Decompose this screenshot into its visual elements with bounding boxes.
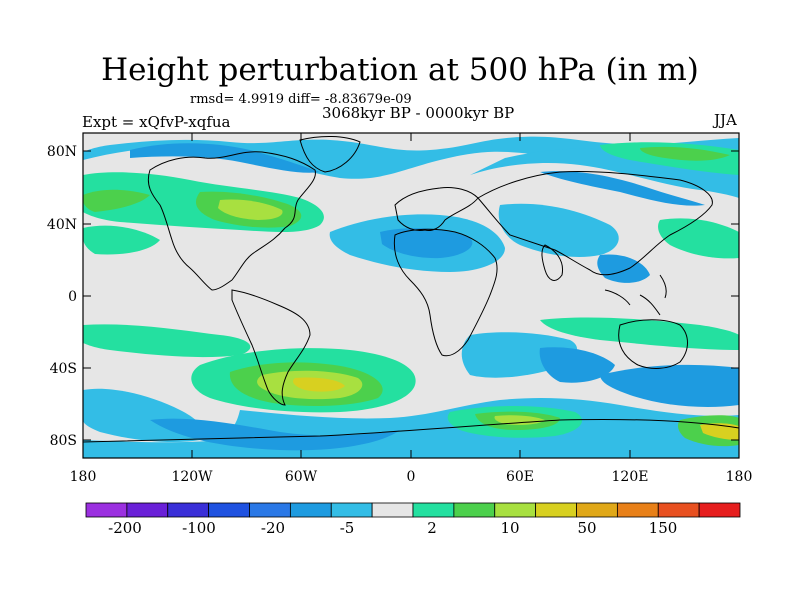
contour-patch-namerica-yellowgreen bbox=[218, 199, 283, 220]
plot-title: Height perturbation at 500 hPa (in m) bbox=[101, 52, 699, 88]
colorbar-swatch bbox=[126, 502, 169, 518]
contour-band-north-blue bbox=[83, 133, 739, 179]
colorbar-swatch bbox=[289, 502, 332, 518]
lon-label-120e: 120E bbox=[612, 469, 649, 485]
contour-patch-wpacific-blue bbox=[597, 254, 650, 283]
lat-label-eq: 0 bbox=[68, 289, 77, 305]
coast-south-america bbox=[231, 289, 311, 406]
contour-patch-pacific-green bbox=[83, 189, 150, 212]
contour-patch-siberia-green bbox=[640, 146, 730, 161]
lon-label-0: 0 bbox=[407, 469, 416, 485]
coast-asia bbox=[477, 171, 713, 276]
colorbar-swatch bbox=[371, 502, 414, 518]
lat-label-80n: 80N bbox=[47, 144, 77, 160]
contour-patch-southern-blue bbox=[150, 418, 400, 451]
contour-patch-antarctic-yellowgreen bbox=[494, 415, 545, 425]
coast-europe bbox=[394, 187, 479, 231]
colorbar-swatch bbox=[208, 502, 250, 518]
contour-patch-satlantic-yellow bbox=[293, 377, 345, 392]
colorbar-swatch bbox=[412, 502, 455, 518]
coastlines bbox=[83, 136, 739, 443]
colorbar-swatch bbox=[616, 502, 659, 518]
lat-label-40s: 40S bbox=[50, 361, 77, 377]
contour-patch-indian-blue bbox=[539, 347, 615, 383]
colorbar-swatch bbox=[167, 502, 210, 518]
colorbar-swatch bbox=[576, 502, 618, 518]
colorbar-labels: -200 -100 -20 -5 2 10 50 150 bbox=[108, 519, 677, 537]
colorbar-label: 2 bbox=[427, 519, 437, 537]
colorbar-swatch bbox=[249, 502, 291, 518]
contour-patch-spacific-blue bbox=[600, 364, 739, 407]
period-label: 3068kyr BP - 0000kyr BP bbox=[322, 104, 515, 122]
lon-label-60e: 60E bbox=[506, 469, 534, 485]
contour-band-indian-teal bbox=[540, 317, 739, 350]
colorbar-swatch bbox=[535, 502, 577, 518]
stats-line: rmsd= 4.9919 diff= -8.83679e-09 bbox=[190, 92, 412, 107]
lat-ticks bbox=[83, 150, 739, 441]
colorbar-swatch bbox=[85, 502, 128, 518]
colorbar-label: 10 bbox=[500, 519, 519, 537]
coast-antarctica bbox=[83, 418, 739, 443]
colorbar-label: -200 bbox=[108, 519, 142, 537]
coast-greenland bbox=[299, 136, 361, 173]
lon-label-60w: 60W bbox=[285, 469, 318, 485]
colorbar-swatch bbox=[698, 502, 741, 518]
colorbar-label: -20 bbox=[261, 519, 285, 537]
lon-label-180e: 180 bbox=[726, 469, 753, 485]
colorbar-label: 50 bbox=[577, 519, 596, 537]
colorbar bbox=[85, 502, 741, 518]
coast-north-america bbox=[147, 151, 316, 291]
contour-field bbox=[83, 133, 739, 458]
colorbar-label: 150 bbox=[649, 519, 678, 537]
colorbar-swatch bbox=[657, 502, 700, 518]
coast-australia bbox=[618, 319, 688, 369]
coast-india bbox=[541, 244, 564, 281]
contour-patch-asia-lightblue bbox=[498, 203, 619, 257]
colorbar-swatch bbox=[330, 502, 373, 518]
experiment-label: Expt = xQfvP-xqfua bbox=[82, 113, 231, 131]
contour-patch-epacific-teal bbox=[83, 225, 160, 255]
contour-patch-asia-blue bbox=[540, 171, 705, 206]
contour-band-spacific-teal bbox=[83, 324, 251, 358]
colorbar-label: -5 bbox=[340, 519, 355, 537]
lat-label-40n: 40N bbox=[47, 217, 77, 233]
coast-africa bbox=[393, 228, 498, 357]
lon-label-180w: 180 bbox=[70, 469, 97, 485]
colorbar-swatch bbox=[453, 502, 496, 518]
contour-patch-npacific-teal bbox=[658, 218, 739, 259]
contour-band-north-neutral bbox=[83, 133, 739, 152]
season-label: JJA bbox=[714, 111, 737, 129]
lat-label-80s: 80S bbox=[50, 433, 77, 449]
contour-patch-sepacific-yellow bbox=[700, 423, 739, 440]
lon-label-120w: 120W bbox=[171, 469, 213, 485]
contour-patch-arctic-blue bbox=[130, 143, 320, 173]
colorbar-label: -100 bbox=[182, 519, 216, 537]
contour-patch-atlantic-blue bbox=[380, 228, 473, 259]
coast-maritime-continent bbox=[604, 274, 667, 316]
colorbar-swatch bbox=[494, 502, 537, 518]
lon-ticks bbox=[82, 133, 740, 458]
